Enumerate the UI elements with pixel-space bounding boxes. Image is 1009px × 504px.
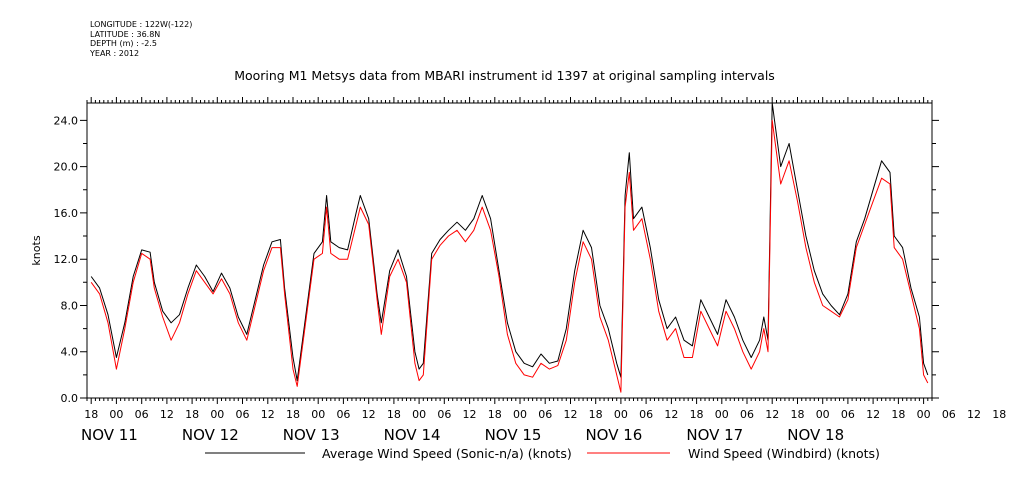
x-tick-label: 12: [160, 408, 174, 421]
y-tick-label: 16.0: [54, 207, 79, 220]
x-tick-label: 00: [210, 408, 224, 421]
x-tick-label: 00: [311, 408, 325, 421]
x-tick-label: 18: [387, 408, 401, 421]
x-tick-label: 00: [816, 408, 830, 421]
depth-label: DEPTH (m) : -2.5: [90, 39, 157, 48]
longitude-label: LONGITUDE : 122W(-122): [90, 20, 193, 29]
legend-label: Average Wind Speed (Sonic-n/a) (knots): [322, 446, 572, 461]
x-tick-label: 06: [236, 408, 250, 421]
x-tick-label: 06: [639, 408, 653, 421]
x-tick-label: 12: [866, 408, 880, 421]
latitude-label: LATITUDE : 36.8N: [90, 29, 161, 39]
x-tick-label: 06: [942, 408, 956, 421]
x-tick-label: 00: [614, 408, 628, 421]
x-tick-label: 12: [362, 408, 376, 421]
plot-frame: [86, 102, 933, 399]
x-tick-label: 12: [463, 408, 477, 421]
x-day-label: NOV 18: [787, 426, 844, 444]
legend-label: Wind Speed (Windbird) (knots): [688, 446, 880, 461]
x-tick-label: 06: [841, 408, 855, 421]
x-tick-label: 18: [589, 408, 603, 421]
x-tick-label: 06: [336, 408, 350, 421]
y-tick-label: 8.0: [61, 299, 79, 312]
x-tick-label: 18: [992, 408, 1006, 421]
x-tick-label: 18: [185, 408, 199, 421]
x-tick-label: 18: [690, 408, 704, 421]
x-tick-label: 00: [513, 408, 527, 421]
y-tick-label: 24.0: [54, 114, 79, 127]
x-tick-label: 12: [563, 408, 577, 421]
x-tick-label: 00: [715, 408, 729, 421]
x-tick-label: 18: [84, 408, 98, 421]
y-axis-label: knots: [30, 235, 43, 265]
x-tick-label: 18: [891, 408, 905, 421]
x-tick-label: 18: [790, 408, 804, 421]
year-label: YEAR : 2012: [90, 48, 140, 58]
y-tick-label: 0.0: [61, 392, 79, 405]
x-day-label: NOV 17: [686, 426, 743, 444]
metadata-block: LONGITUDE : 122W(-122) LATITUDE : 36.8N …: [90, 20, 192, 58]
x-day-label: NOV 14: [384, 426, 441, 444]
x-tick-label: 12: [664, 408, 678, 421]
x-tick-label: 18: [286, 408, 300, 421]
y-ticks: [80, 119, 939, 399]
x-day-label: NOV 12: [182, 426, 239, 444]
series-line-average-wind-speed: [90, 102, 929, 382]
x-tick-label: 18: [488, 408, 502, 421]
x-tick-label: 00: [109, 408, 123, 421]
x-tick-label: 06: [437, 408, 451, 421]
x-tick-label: 06: [740, 408, 754, 421]
x-tick-label: 12: [765, 408, 779, 421]
x-tick-label: 12: [261, 408, 275, 421]
x-tick-label: 00: [412, 408, 426, 421]
x-tick-label: 06: [135, 408, 149, 421]
y-tick-label: 4.0: [61, 346, 79, 359]
x-minor-ticks: [86, 97, 933, 404]
series-line-windbird-wind-speed: [90, 119, 929, 393]
chart-title: Mooring M1 Metsys data from MBARI instru…: [234, 68, 775, 83]
y-tick-label: 12.0: [54, 253, 79, 266]
x-tick-label: 06: [538, 408, 552, 421]
x-day-label: NOV 13: [283, 426, 340, 444]
y-tick-label: 20.0: [54, 161, 79, 174]
x-day-label: NOV 11: [81, 426, 138, 444]
x-tick-label: 12: [967, 408, 981, 421]
x-day-label: NOV 15: [485, 426, 542, 444]
x-tick-label: 00: [917, 408, 931, 421]
x-day-label: NOV 16: [585, 426, 642, 444]
